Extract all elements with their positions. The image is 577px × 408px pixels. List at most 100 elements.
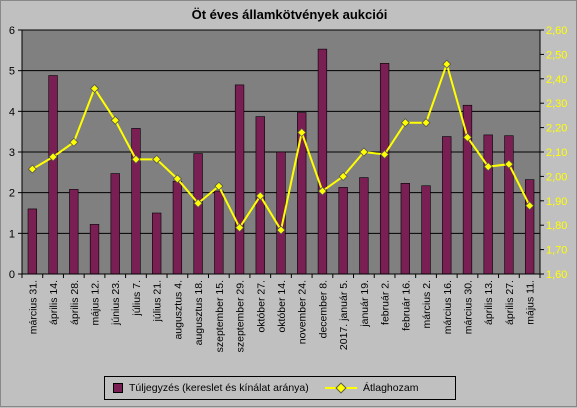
bar: [421, 185, 431, 275]
x-tick-label: augusztus 18.: [193, 280, 205, 345]
bar: [193, 153, 203, 275]
x-tick-label: február 2.: [380, 280, 392, 325]
left-tick-label: 5: [9, 66, 15, 78]
x-tick-label: november 24.: [297, 280, 309, 344]
bar: [504, 135, 514, 275]
right-axis: 1,60 1,70 1,80 1,90 2,00 2,10 2,20 2,30 2,40 2,50…: [539, 25, 567, 281]
line-point: [442, 59, 452, 69]
bar: [89, 224, 100, 275]
right-tick-label: 2,60: [546, 25, 567, 37]
bar: [317, 48, 328, 275]
x-axis: március 31. április 14. április 28. május 1…: [21, 273, 541, 352]
line-point: [131, 154, 141, 164]
legend-line-marker: [325, 382, 357, 394]
right-tick-label: 1,90: [546, 196, 567, 208]
bar: [442, 136, 452, 275]
x-tick-label: július 7.: [131, 280, 143, 317]
x-tick-label: október 14.: [276, 280, 288, 333]
left-axis: 0 1 2 3 4 5 6: [9, 25, 23, 281]
right-tick-label: 2,50: [546, 49, 567, 61]
line-point: [462, 132, 473, 142]
x-tick-label: április 28.: [69, 280, 81, 325]
right-tick-label: 2,10: [546, 147, 567, 159]
line-point: [317, 186, 328, 196]
bar: [110, 173, 120, 275]
line-point: [525, 201, 535, 211]
line-point: [172, 174, 182, 184]
x-tick-label: január 19.: [359, 280, 371, 328]
x-tick-label: május 12.: [90, 280, 102, 326]
right-tick-label: 2,40: [546, 74, 567, 86]
line-point: [276, 225, 286, 235]
x-tick-label: december 8.: [317, 280, 329, 338]
x-tick-label: április 27.: [504, 280, 516, 325]
right-tick-label: 1,60: [546, 269, 567, 281]
legend-item-line: Átlaghozam: [325, 381, 418, 395]
x-tick-label: február 16.: [400, 280, 412, 331]
line-point: [89, 83, 100, 94]
legend-label-line: Átlaghozam: [363, 382, 419, 394]
line-point: [193, 198, 203, 208]
x-tick-label: augusztus 4.: [172, 280, 184, 340]
line-point: [380, 149, 390, 160]
bar: [524, 179, 535, 275]
legend-label-bars: Túljegyzés (kereslet és kínálat aránya): [129, 382, 309, 394]
x-tick-label: szeptember 29.: [235, 280, 247, 352]
x-tick-label: június 23.: [110, 280, 122, 326]
line-point: [152, 154, 162, 164]
bar: [359, 177, 369, 275]
line-point: [483, 162, 493, 172]
bar: [69, 189, 79, 275]
line-point: [421, 118, 431, 128]
bar: [400, 183, 410, 275]
right-tick-label: 2,30: [546, 98, 567, 110]
line-point: [255, 191, 265, 201]
right-tick-label: 1,80: [546, 220, 567, 232]
x-tick-label: május 11.: [525, 280, 537, 325]
legend-item-bars: Túljegyzés (kereslet és kínálat aránya): [113, 381, 309, 395]
line-point: [69, 137, 79, 147]
x-tick-label: március 2.: [421, 280, 433, 328]
bar: [379, 63, 390, 275]
line-series: [27, 59, 535, 235]
line-point: [297, 127, 307, 138]
bar: [172, 180, 183, 275]
line-point: [234, 223, 245, 233]
bar: [338, 187, 348, 275]
x-tick-label: március 31.: [27, 280, 39, 334]
line-point: [400, 118, 410, 128]
line-point: [359, 147, 369, 157]
line-point: [48, 152, 58, 162]
left-tick-label: 0: [9, 269, 15, 281]
x-tick-label: 2017. január 5.: [338, 280, 350, 350]
x-tick-label: március 30.: [462, 280, 474, 334]
line-point: [27, 164, 37, 174]
bar: [27, 208, 38, 275]
right-tick-label: 2,00: [546, 171, 567, 183]
left-tick-label: 3: [9, 147, 15, 159]
bar: [152, 212, 162, 275]
left-tick-label: 1: [9, 228, 15, 240]
left-tick-label: 4: [9, 106, 15, 118]
x-tick-label: március 16.: [442, 280, 454, 334]
bar: [483, 134, 493, 275]
bar: [48, 75, 58, 275]
legend: Túljegyzés (kereslet és kínálat aránya) …: [104, 376, 456, 400]
line-point: [214, 181, 224, 191]
x-tick-label: július 21.: [152, 280, 164, 322]
left-tick-label: 6: [9, 25, 15, 37]
x-tick-label: szeptember 15.: [214, 280, 226, 352]
x-tick-label: április 14.: [48, 280, 60, 325]
right-tick-label: 1,70: [546, 245, 567, 257]
bar: [234, 84, 245, 275]
x-tick-label: október 27.: [255, 280, 267, 333]
bar: [131, 128, 141, 275]
left-tick-label: 2: [9, 188, 15, 200]
right-tick-label: 2,20: [546, 123, 567, 135]
line-point: [110, 115, 120, 125]
bar: [214, 190, 224, 275]
legend-swatch-bars: [113, 383, 123, 393]
bar: [462, 104, 473, 275]
